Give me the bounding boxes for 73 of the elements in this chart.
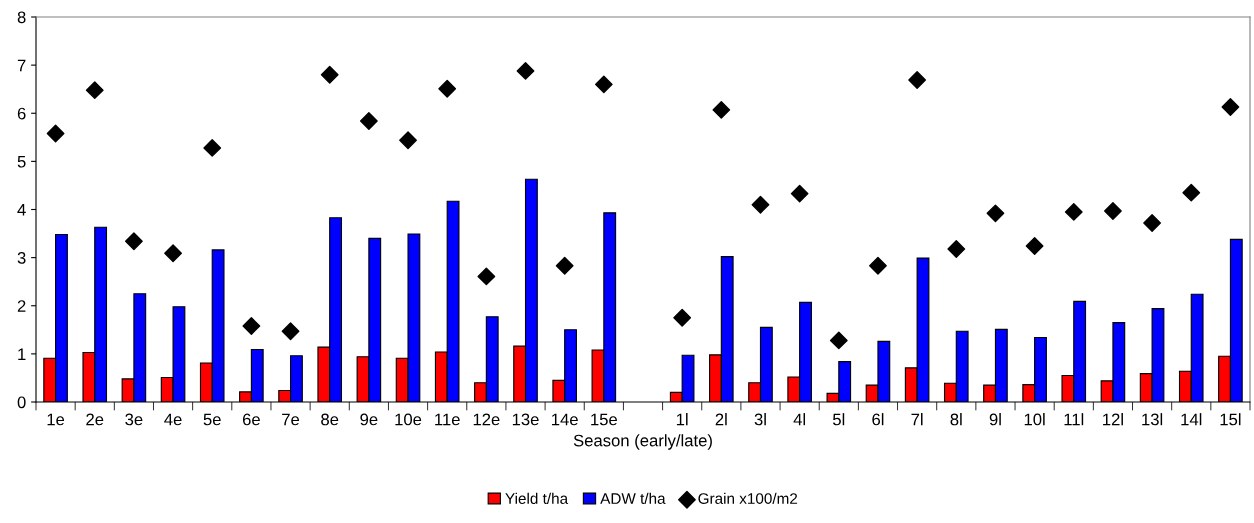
point [869, 256, 887, 275]
x-tick-label: 5e [203, 413, 221, 426]
x-tick-label: 8e [321, 413, 339, 426]
point [1025, 237, 1044, 255]
y-tick-label: 8 [17, 11, 26, 24]
x-tick-label: 6l [872, 413, 884, 426]
x-axis-title: Season (early/late) [573, 434, 712, 450]
point [359, 112, 378, 130]
point [399, 131, 417, 150]
x-tick-label: 10l [1024, 413, 1045, 426]
point [1064, 202, 1083, 221]
x-tick-label: 6e [242, 413, 260, 426]
point [320, 65, 339, 84]
x-tick-label: 7l [911, 413, 923, 426]
point [986, 204, 1005, 223]
x-tick-label: 9l [989, 413, 1001, 426]
point [947, 240, 966, 258]
x-tick-label: 3l [754, 413, 766, 426]
x-tick-label: 7e [282, 413, 300, 426]
y-tick-label: 3 [17, 252, 26, 264]
legend-label: ADW t/ha [600, 492, 666, 504]
point [790, 184, 809, 203]
y-tick-label: 6 [17, 107, 26, 120]
point [1221, 98, 1240, 116]
point [712, 100, 731, 119]
y-tick-label: 7 [17, 59, 26, 72]
point [594, 75, 613, 94]
x-tick-label: 9e [360, 413, 378, 426]
x-tick-label: 1e [47, 413, 65, 426]
x-tick-label: 15l [1220, 413, 1241, 426]
y-tick-label: 5 [17, 155, 26, 168]
x-tick-label: 2e [86, 413, 104, 426]
y-tick-label: 0 [17, 396, 26, 409]
point [164, 244, 182, 263]
point [85, 81, 104, 100]
x-tick-label: 12e [473, 413, 500, 426]
x-tick-label: 10e [395, 413, 422, 426]
x-tick-label: 13l [1142, 413, 1163, 426]
point [281, 322, 300, 341]
x-tick-label: 4l [793, 413, 806, 426]
point [829, 331, 848, 350]
x-tick-label: 11l [1064, 413, 1084, 426]
point [124, 232, 143, 251]
x-tick-label: 12l [1103, 413, 1123, 426]
point [477, 267, 496, 286]
x-tick-label: 2l [715, 413, 727, 426]
x-tick-label: 3e [125, 413, 143, 426]
y-tick-label: 1 [18, 348, 26, 360]
y-tick-label: 4 [17, 204, 26, 216]
point [908, 71, 927, 89]
point [751, 195, 770, 214]
point [1104, 202, 1122, 220]
point [242, 317, 261, 335]
point [673, 308, 692, 327]
y-tick-label: 2 [17, 300, 26, 312]
x-tick-label: 8l [950, 413, 962, 426]
legend-label: Grain x100/m2 [698, 492, 798, 504]
x-tick-label: 4e [164, 413, 182, 426]
x-tick-label: 1l [676, 413, 688, 426]
point [203, 138, 222, 157]
x-tick-label: 14e [552, 413, 578, 426]
point [438, 79, 457, 98]
point [1143, 214, 1162, 232]
x-tick-label: 13e [512, 413, 539, 426]
legend-label: Yield t/ha [505, 492, 569, 504]
point [46, 124, 65, 143]
x-tick-label: 11e [435, 413, 460, 426]
x-tick-label: 15e [591, 413, 617, 426]
point [1182, 183, 1201, 202]
point [555, 256, 574, 275]
x-tick-label: 5l [832, 413, 845, 426]
point [516, 61, 535, 80]
x-tick-label: 14l [1181, 413, 1202, 426]
